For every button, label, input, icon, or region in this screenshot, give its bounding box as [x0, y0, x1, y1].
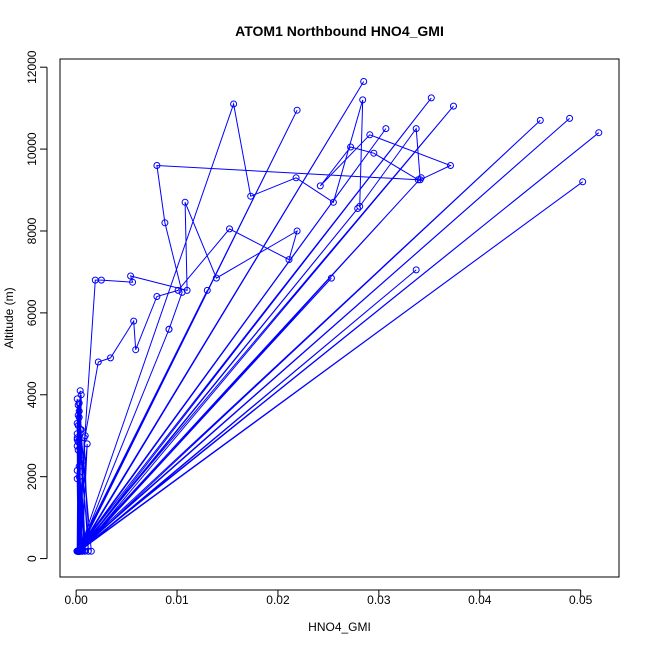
- data-point: [181, 198, 189, 206]
- data-point: [153, 162, 161, 169]
- x-axis-label: HNO4_GMI: [308, 620, 371, 634]
- y-tick-label: 12000: [25, 50, 39, 84]
- data-point: [161, 219, 169, 227]
- y-axis: 0 2000 4000 6000 8000 10000 12000: [25, 50, 48, 562]
- data-point: [347, 143, 355, 151]
- data-point: [566, 114, 574, 122]
- data-point: [87, 547, 95, 555]
- data-point: [285, 256, 293, 264]
- data-point: [75, 399, 83, 407]
- data-point: [447, 162, 454, 169]
- data-point: [293, 227, 301, 235]
- data-point: [327, 274, 335, 282]
- data-point: [75, 407, 83, 415]
- data-point: [73, 442, 81, 450]
- data-point: [127, 272, 135, 280]
- y-tick-label: 10000: [25, 132, 39, 166]
- data-point: [293, 106, 301, 114]
- data-point: [74, 422, 82, 429]
- plot-area: [59, 58, 620, 578]
- series-line-3: [78, 99, 452, 552]
- data-point: [73, 467, 81, 474]
- data-point: [183, 286, 191, 294]
- data-point: [427, 94, 435, 102]
- data-point: [292, 174, 300, 182]
- data-point: [165, 325, 173, 333]
- y-tick-label: 4000: [25, 381, 39, 408]
- data-point: [416, 176, 424, 184]
- data-point: [75, 436, 83, 444]
- x-tick-label: 0.00: [64, 593, 88, 607]
- data-point: [77, 391, 85, 399]
- x-tick-label: 0.03: [367, 593, 391, 607]
- data-point: [366, 131, 374, 139]
- data-point: [316, 182, 324, 190]
- data-point: [579, 178, 587, 186]
- y-tick-label: 0: [25, 555, 39, 562]
- x-tick-label: 0.04: [468, 593, 492, 607]
- data-point: [595, 129, 603, 137]
- data-point: [356, 202, 364, 210]
- data-point: [74, 411, 82, 419]
- data-point: [536, 116, 544, 124]
- data-point: [130, 317, 138, 325]
- data-point: [226, 225, 233, 233]
- data-point: [73, 475, 81, 483]
- data-point: [382, 125, 390, 133]
- data-point: [129, 278, 137, 286]
- y-tick-label: 6000: [25, 299, 39, 326]
- data-point: [76, 387, 84, 395]
- data-point: [97, 276, 105, 284]
- data-point: [73, 430, 81, 438]
- y-tick-label: 8000: [25, 217, 39, 244]
- data-point: [450, 102, 457, 110]
- data-point: [107, 354, 114, 362]
- data-point: [94, 358, 102, 366]
- x-tick-label: 0.02: [266, 593, 290, 607]
- data-point: [359, 96, 367, 104]
- data-point: [74, 446, 82, 454]
- chart-title: ATOM1 Northbound HNO4_GMI: [235, 23, 444, 39]
- data-point: [412, 266, 420, 274]
- y-axis-label: Altitude (m): [2, 287, 16, 348]
- data-point: [75, 462, 83, 470]
- data-point: [153, 293, 161, 300]
- y-tick-label: 2000: [25, 463, 39, 490]
- data-point: [370, 149, 378, 157]
- data-point: [354, 205, 362, 212]
- data-point: [230, 100, 238, 108]
- data-point: [360, 78, 368, 85]
- data-point: [329, 198, 337, 206]
- data-point: [132, 346, 140, 354]
- data-point: [414, 176, 422, 184]
- data-point: [74, 547, 82, 555]
- series-layer: [73, 78, 603, 555]
- data-point: [73, 395, 81, 403]
- series-line-2: [76, 81, 600, 552]
- data-point: [412, 125, 420, 133]
- data-point: [174, 286, 182, 294]
- x-axis: 0.00 0.01 0.02 0.03 0.04 0.05: [64, 589, 593, 607]
- data-point: [247, 192, 255, 200]
- series-line-4: [76, 202, 298, 552]
- x-tick-label: 0.05: [569, 593, 593, 607]
- x-tick-label: 0.01: [165, 593, 189, 607]
- data-point: [73, 434, 81, 442]
- data-point: [212, 274, 220, 282]
- data-point: [81, 432, 89, 440]
- data-point: [203, 286, 211, 294]
